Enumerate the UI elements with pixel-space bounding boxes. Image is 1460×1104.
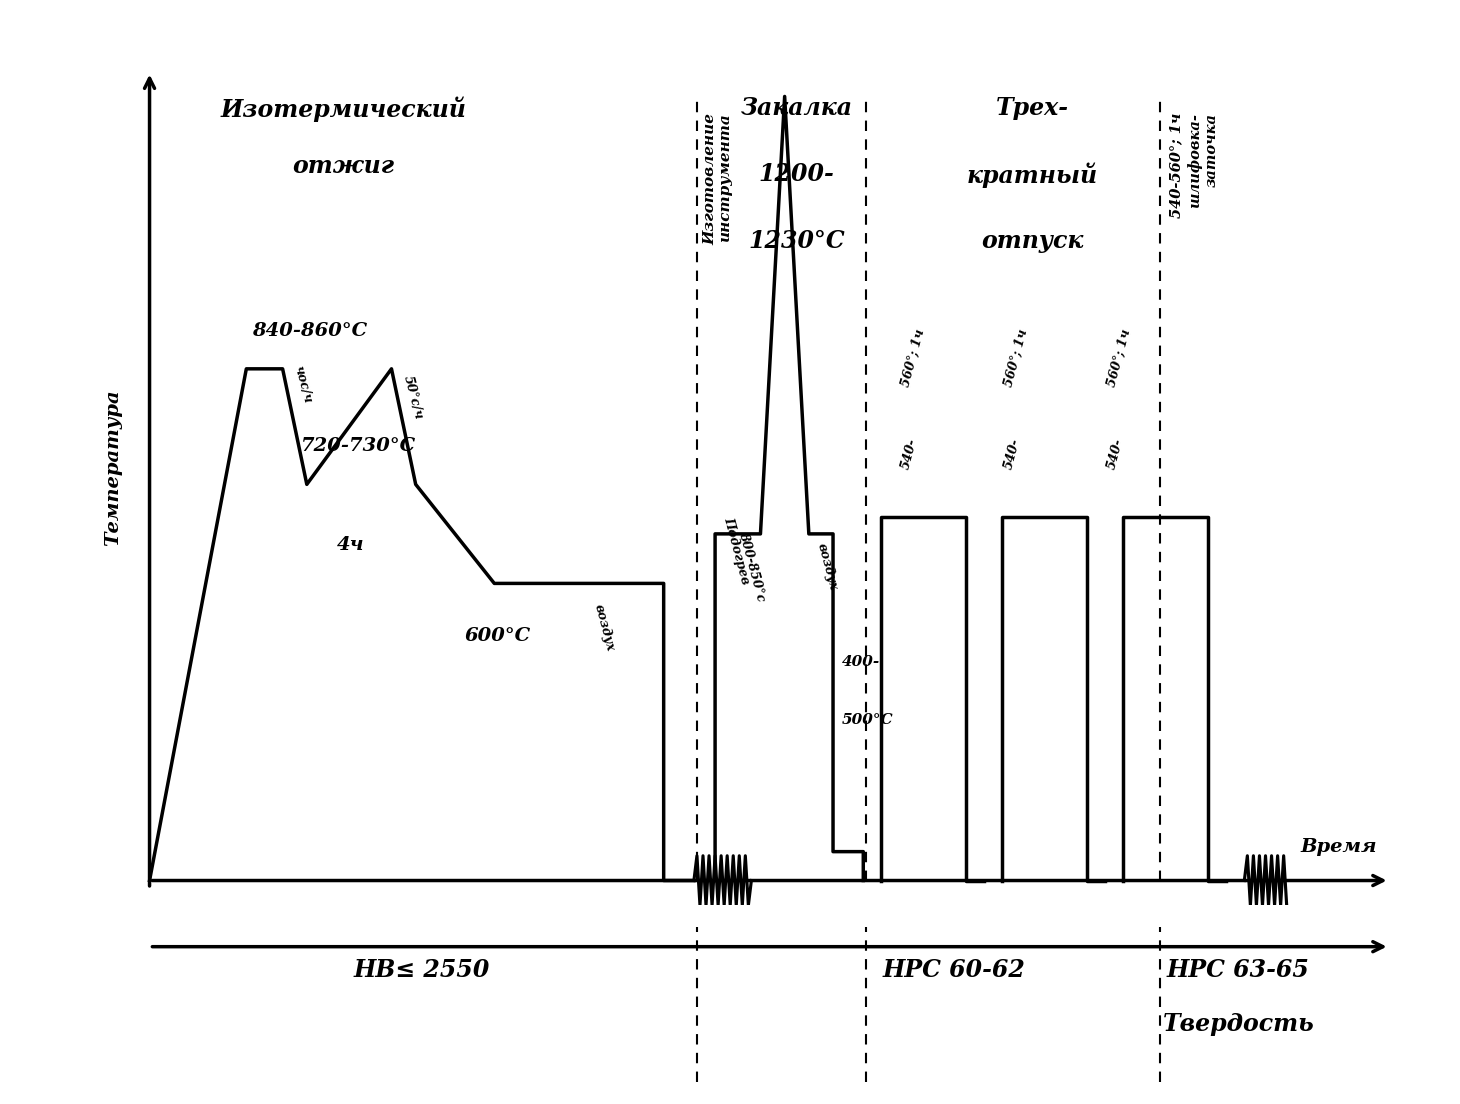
Text: Температура: Температура [104, 390, 123, 546]
Text: 540-: 540- [899, 437, 920, 471]
Text: кратный: кратный [967, 162, 1098, 188]
Text: Изотермический: Изотермический [220, 96, 466, 121]
Text: Изготовление: Изготовление [702, 113, 717, 245]
Text: Время: Время [1301, 838, 1377, 856]
Text: НРС 60-62: НРС 60-62 [882, 958, 1025, 983]
Text: 600°С: 600°С [464, 627, 530, 645]
Text: шлифовка-: шлифовка- [1187, 113, 1202, 208]
Text: 560°; 1ч: 560°; 1ч [899, 328, 927, 389]
Text: 560°; 1ч: 560°; 1ч [1105, 328, 1133, 389]
Text: 500°С: 500°С [842, 713, 894, 726]
Text: отпуск: отпуск [981, 229, 1083, 253]
Text: Трех-: Трех- [996, 96, 1069, 120]
Text: Подогрев: Подогрев [721, 516, 752, 585]
Text: заточка: заточка [1204, 113, 1219, 187]
Text: 840-860°С: 840-860°С [253, 321, 368, 340]
Text: инструмента: инструмента [718, 113, 731, 242]
Text: отжиг: отжиг [292, 155, 394, 178]
Text: 800-850°с: 800-850°с [736, 531, 768, 603]
Text: 4ч: 4ч [337, 537, 365, 554]
Text: 540-: 540- [1105, 437, 1126, 471]
Text: 540-: 540- [1003, 437, 1023, 471]
Text: 560°; 1ч: 560°; 1ч [1003, 328, 1031, 389]
Text: 400-: 400- [842, 655, 880, 669]
Text: 1230°С: 1230°С [749, 229, 845, 253]
Text: 720-730°С: 720-730°С [301, 437, 416, 455]
Text: воздух: воздух [591, 603, 616, 652]
Text: НРС 63-65: НРС 63-65 [1167, 958, 1310, 983]
Text: 1200-: 1200- [759, 162, 835, 187]
Text: Твердость: Твердость [1162, 1012, 1314, 1037]
Text: Закалка: Закалка [740, 96, 853, 120]
Text: 540-560°; 1ч: 540-560°; 1ч [1168, 113, 1183, 219]
Text: НВ≤ 2550: НВ≤ 2550 [353, 958, 491, 983]
Text: 50°с/ч: 50°с/ч [400, 374, 425, 422]
Text: воздух: воздух [815, 542, 839, 592]
Text: чос/ч: чос/ч [292, 364, 314, 405]
